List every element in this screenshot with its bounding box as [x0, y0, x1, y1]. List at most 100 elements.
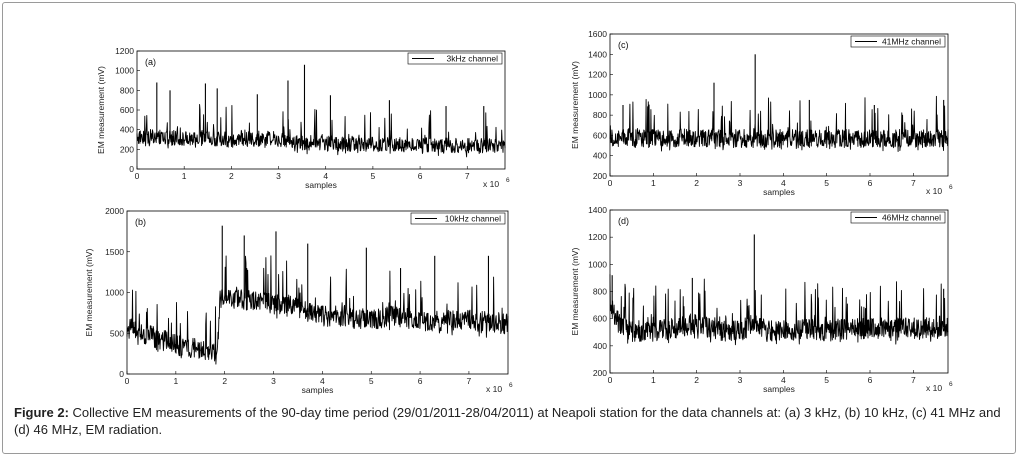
plot-area-frame: [126, 210, 509, 375]
x-tick-label: 7: [911, 178, 916, 188]
y-tick-label: 200: [120, 144, 134, 154]
x-multiplier-exponent: 6: [509, 382, 513, 389]
plot-area-frame: [609, 33, 949, 177]
legend-box: [850, 211, 946, 224]
signal-trace: [136, 103, 506, 158]
x-multiplier-label: x 10: [926, 383, 942, 393]
x-axis-label: samples: [763, 384, 795, 394]
y-tick-label: 1000: [588, 259, 607, 269]
x-tick-label: 5: [369, 376, 374, 386]
y-tick-label: 0: [129, 164, 134, 174]
x-axis-label: samples: [763, 187, 795, 197]
x-tick-label: 6: [418, 171, 423, 181]
x-tick-label: 4: [320, 376, 325, 386]
x-tick-label: 2: [222, 376, 227, 386]
y-tick-label: 800: [120, 85, 134, 95]
x-tick-label: 5: [824, 178, 829, 188]
panel-label: (d): [618, 216, 629, 226]
x-tick-label: 2: [694, 178, 699, 188]
y-tick-label: 1600: [588, 29, 607, 39]
y-tick-label: 200: [593, 171, 607, 181]
x-tick-label: 2: [229, 171, 234, 181]
x-tick-label: 0: [608, 375, 613, 385]
x-tick-label: 4: [781, 375, 786, 385]
x-multiplier-label: x 10: [486, 384, 502, 394]
y-axis-label: EM measurement (mV): [570, 61, 580, 149]
legend-box: [410, 212, 506, 225]
y-axis-label: EM measurement (mV): [96, 66, 106, 154]
y-tick-label: 1400: [588, 205, 607, 215]
signal-trace: [609, 274, 949, 346]
y-tick-label: 800: [593, 110, 607, 120]
x-tick-label: 1: [651, 178, 656, 188]
x-multiplier-exponent: 6: [949, 381, 953, 388]
figure-caption: Figure 2: Collective EM measurements of …: [14, 404, 1004, 438]
legend-label: 3kHz channel: [446, 54, 498, 64]
x-tick-label: 0: [135, 171, 140, 181]
x-tick-label: 7: [465, 171, 470, 181]
legend-label: 10kHz channel: [445, 214, 501, 224]
y-tick-label: 600: [120, 105, 134, 115]
legend-label: 41MHz channel: [882, 37, 941, 47]
x-tick-label: 3: [738, 178, 743, 188]
x-tick-label: 5: [371, 171, 376, 181]
x-tick-label: 7: [911, 375, 916, 385]
x-tick-label: 4: [323, 171, 328, 181]
x-multiplier-label: x 10: [926, 186, 942, 196]
chart-panel: 0 1 2 3 4 5 6 7 200 400 600 800 1000 1200 1400 samples E…: [570, 205, 953, 394]
y-tick-label: 400: [593, 341, 607, 351]
panel-label: (c): [618, 40, 629, 50]
x-tick-label: 6: [868, 178, 873, 188]
plot-area-frame: [136, 50, 506, 170]
x-axis-label: samples: [305, 180, 337, 190]
x-multiplier-label: x 10: [483, 179, 499, 189]
x-tick-label: 3: [738, 375, 743, 385]
y-tick-label: 1000: [588, 90, 607, 100]
signal-trace: [609, 95, 949, 152]
y-tick-label: 600: [593, 130, 607, 140]
y-tick-label: 800: [593, 287, 607, 297]
caption-text: Collective EM measurements of the 90-day…: [14, 405, 1001, 437]
y-tick-label: 400: [593, 151, 607, 161]
chart-panel: 0 1 2 3 4 5 6 7 200 400 600 800 1000 1200 1400 1600 samp…: [570, 29, 953, 197]
y-tick-label: 200: [593, 368, 607, 378]
x-tick-label: 0: [125, 376, 130, 386]
y-tick-label: 1400: [588, 49, 607, 59]
y-tick-label: 1000: [105, 288, 124, 298]
y-tick-label: 1200: [115, 46, 134, 56]
x-tick-label: 0: [608, 178, 613, 188]
y-tick-label: 0: [119, 369, 124, 379]
x-tick-label: 5: [824, 375, 829, 385]
x-tick-label: 1: [651, 375, 656, 385]
x-multiplier-exponent: 6: [506, 177, 510, 184]
x-tick-label: 7: [467, 376, 472, 386]
y-axis-label: EM measurement (mV): [570, 247, 580, 335]
panel-label: (a): [145, 57, 156, 67]
panel-label: (b): [135, 217, 146, 227]
y-tick-label: 1500: [105, 247, 124, 257]
x-tick-label: 4: [781, 178, 786, 188]
y-tick-label: 1200: [588, 70, 607, 80]
x-tick-label: 3: [271, 376, 276, 386]
x-axis-label: samples: [302, 385, 334, 395]
y-tick-label: 600: [593, 314, 607, 324]
caption-label: Figure 2:: [14, 405, 69, 420]
x-tick-label: 1: [182, 171, 187, 181]
x-tick-label: 6: [868, 375, 873, 385]
y-tick-label: 1000: [115, 66, 134, 76]
x-tick-label: 6: [418, 376, 423, 386]
x-tick-label: 3: [276, 171, 281, 181]
y-tick-label: 1200: [588, 232, 607, 242]
x-multiplier-exponent: 6: [949, 184, 953, 191]
chart-panel: 0 1 2 3 4 5 6 7 0 500 1000 1500 2000 samples EM measur…: [84, 206, 513, 395]
y-axis-label: EM measurement (mV): [84, 248, 94, 336]
y-tick-label: 500: [110, 328, 124, 338]
legend-box: [850, 35, 946, 48]
signal-trace: [126, 255, 509, 365]
x-tick-label: 1: [173, 376, 178, 386]
plot-area-frame: [609, 209, 949, 374]
legend-box: [407, 52, 503, 65]
y-tick-label: 400: [120, 125, 134, 135]
